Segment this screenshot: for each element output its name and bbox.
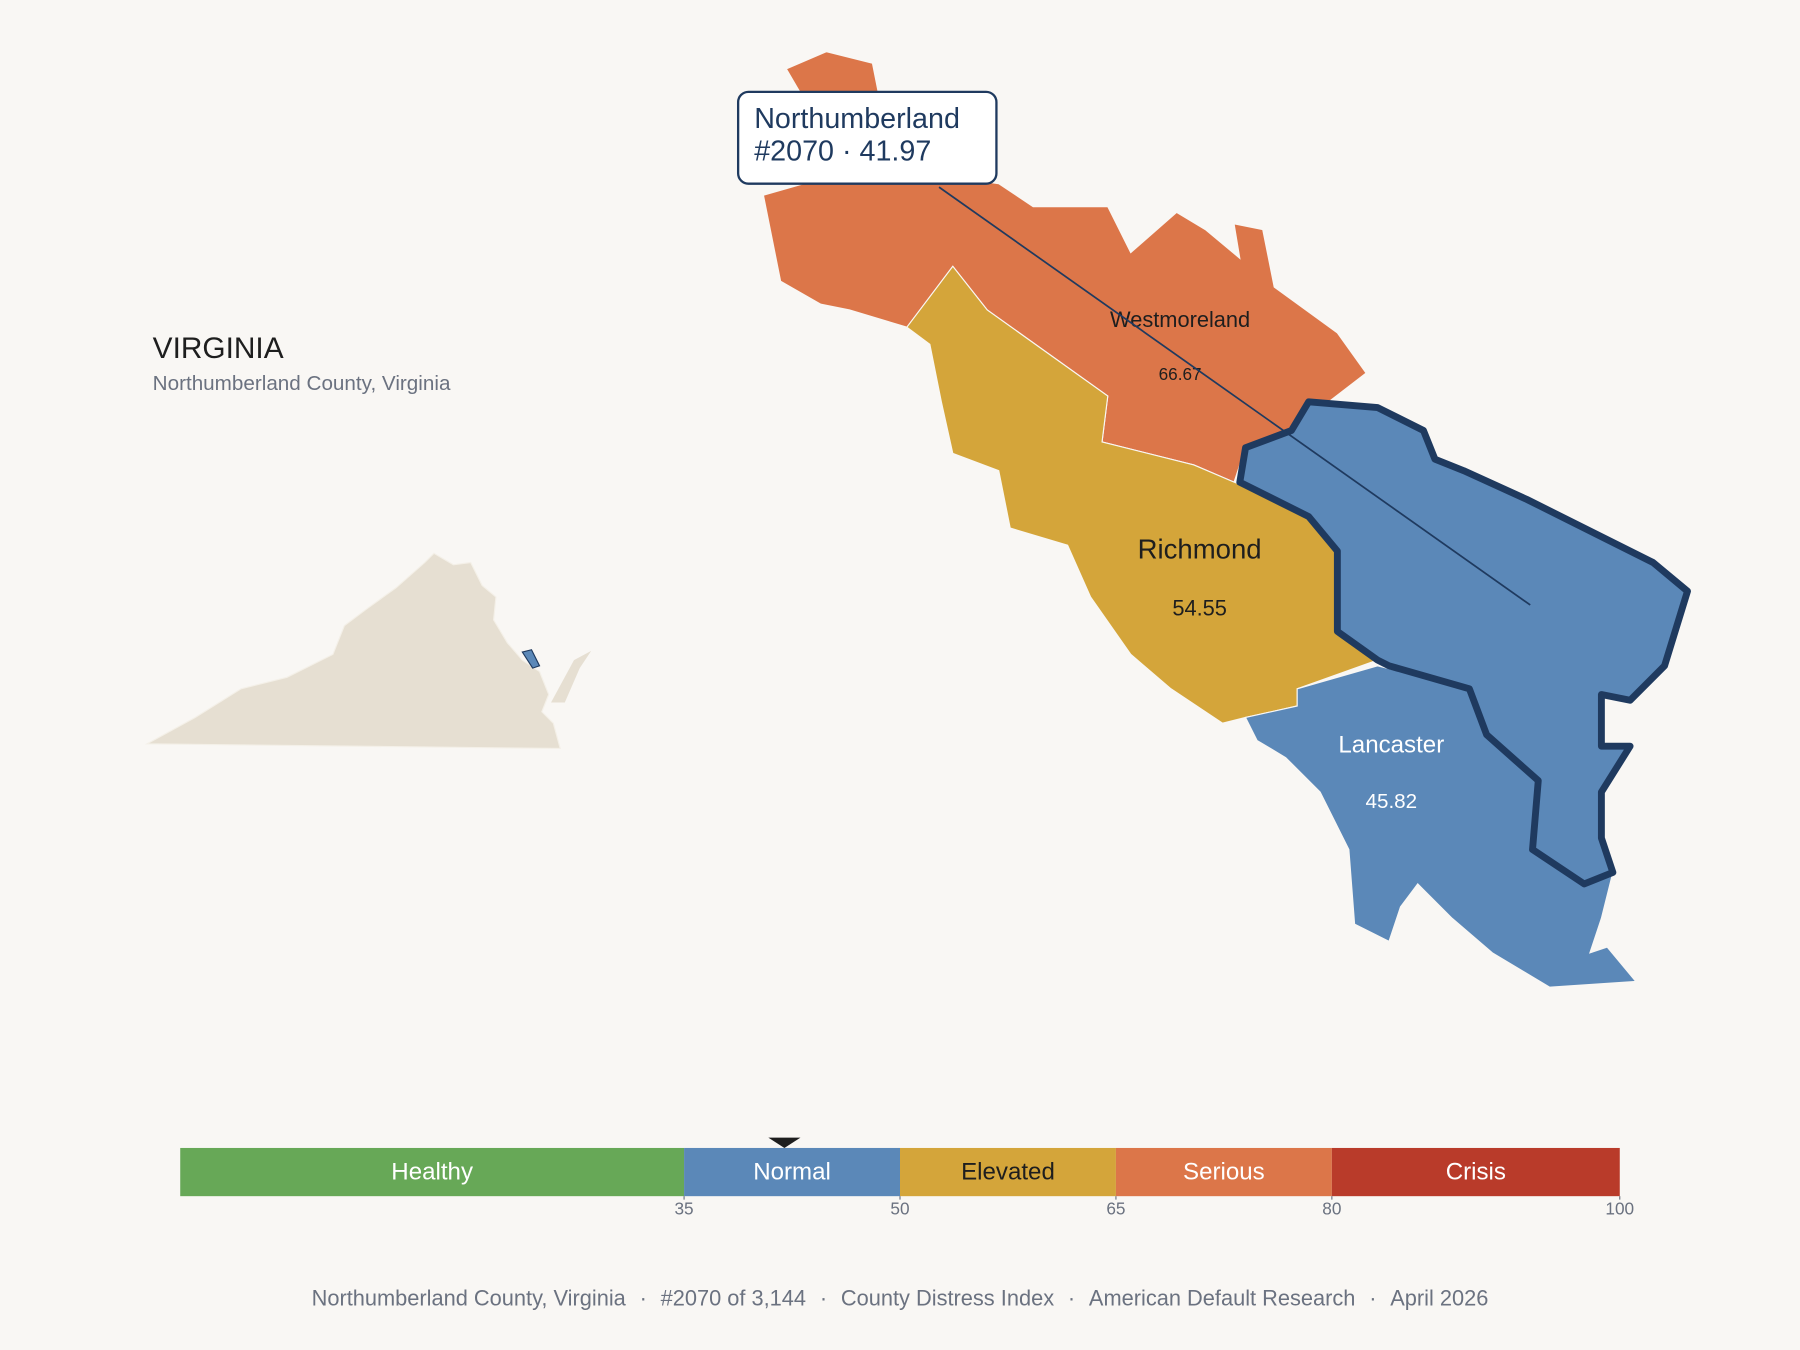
legend-bin	[1115, 1147, 1332, 1197]
footer-separator: ·	[1068, 1285, 1075, 1310]
title: VIRGINIA	[153, 332, 284, 365]
county-name: Richmond	[1138, 533, 1262, 564]
tooltip-score: 41.97	[860, 135, 932, 167]
footer-item: April 2026	[1390, 1285, 1488, 1310]
subtitle: Northumberland County, Virginia	[153, 372, 451, 395]
county-name: Lancaster	[1338, 732, 1444, 759]
tooltip-name: Northumberland	[754, 103, 960, 135]
footer-item: Northumberland County, Virginia	[312, 1285, 627, 1310]
footer-item: County Distress Index	[841, 1285, 1054, 1310]
county-score: 45.82	[1365, 790, 1417, 813]
footer: Northumberland County, Virginia · #2070 of…	[312, 1285, 1489, 1310]
inset-highlight	[521, 649, 541, 669]
legend-tick-label: 65	[1106, 1198, 1125, 1218]
footer-separator: ·	[1369, 1285, 1376, 1310]
county-shape	[1236, 398, 1691, 888]
county-score: 66.67	[1159, 364, 1202, 384]
footer-separator: ·	[820, 1285, 827, 1310]
county-name: Westmoreland	[1110, 307, 1250, 332]
legend-label: Normal	[753, 1159, 831, 1186]
legend-tick-label: 100	[1605, 1198, 1634, 1218]
state-shape	[551, 650, 592, 703]
tooltip-separator: ·	[842, 135, 852, 167]
legend-bin	[1331, 1147, 1620, 1197]
legend-label: Healthy	[391, 1159, 473, 1186]
legend-label: Serious	[1183, 1159, 1265, 1186]
legend: Healthy Normal Elevated Serious Crisis 35 50 65…	[180, 1137, 1634, 1218]
footer-item: American Default Research	[1089, 1285, 1356, 1310]
leader-line	[938, 186, 1531, 606]
state-inset	[144, 552, 592, 750]
footer-item: #2070 of 3,144	[661, 1285, 806, 1310]
legend-bin	[900, 1147, 1116, 1197]
legend-label: Crisis	[1446, 1159, 1506, 1186]
legend-bin	[684, 1147, 900, 1197]
legend-bin	[180, 1147, 685, 1197]
state-shape	[144, 552, 561, 750]
score-marker	[768, 1137, 801, 1148]
tooltip-detail: #2070 · 41.97	[754, 135, 931, 167]
legend-label: Elevated	[961, 1159, 1055, 1186]
legend-tick-label: 50	[890, 1198, 909, 1218]
footer-separator: ·	[640, 1285, 647, 1310]
legend-tick-label: 35	[674, 1198, 693, 1218]
tooltip-rank: #2070	[754, 135, 834, 167]
counties	[762, 51, 1691, 988]
county-score: 54.55	[1172, 595, 1227, 620]
legend-tick-label: 80	[1322, 1198, 1341, 1218]
tooltip: Northumberland #2070 · 41.97	[736, 90, 998, 185]
tooltip-box	[736, 90, 998, 185]
